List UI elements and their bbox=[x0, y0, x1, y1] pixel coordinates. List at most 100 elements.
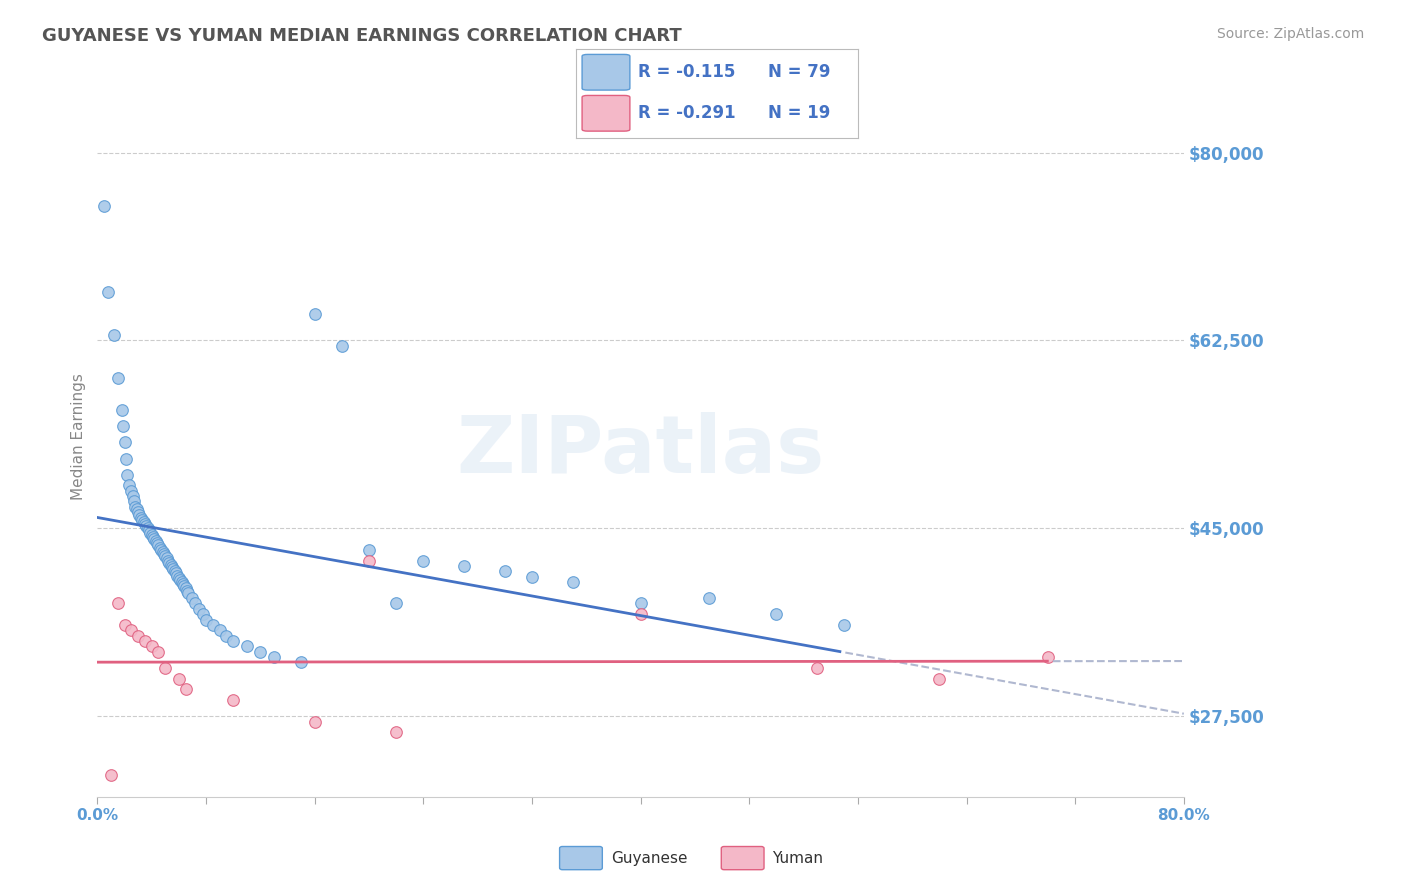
Point bbox=[172, 577, 194, 591]
Point bbox=[494, 564, 516, 578]
Point bbox=[114, 435, 136, 450]
Point bbox=[134, 516, 156, 531]
Point bbox=[235, 640, 257, 654]
Point bbox=[162, 562, 184, 576]
Point bbox=[357, 542, 380, 557]
Point bbox=[193, 607, 215, 622]
Text: N = 79: N = 79 bbox=[768, 63, 830, 81]
Text: GUYANESE VS YUMAN MEDIAN EARNINGS CORRELATION CHART: GUYANESE VS YUMAN MEDIAN EARNINGS CORREL… bbox=[42, 27, 682, 45]
Point bbox=[134, 634, 156, 648]
Point bbox=[125, 502, 148, 516]
Point bbox=[184, 597, 207, 611]
Point bbox=[152, 545, 174, 559]
Point bbox=[156, 553, 179, 567]
Point bbox=[155, 661, 177, 675]
Point bbox=[181, 591, 204, 605]
Point bbox=[141, 527, 163, 541]
Point bbox=[148, 645, 170, 659]
Point bbox=[165, 566, 187, 581]
Point bbox=[142, 530, 165, 544]
Point bbox=[120, 483, 142, 498]
Text: Source: ZipAtlas.com: Source: ZipAtlas.com bbox=[1216, 27, 1364, 41]
Point bbox=[143, 532, 166, 546]
Point bbox=[141, 640, 163, 654]
Point bbox=[170, 574, 193, 589]
Point bbox=[156, 551, 179, 566]
Point bbox=[112, 419, 135, 434]
Point bbox=[697, 591, 720, 605]
FancyBboxPatch shape bbox=[582, 54, 630, 90]
Text: Yuman: Yuman bbox=[772, 851, 824, 865]
Point bbox=[155, 549, 177, 564]
Point bbox=[357, 553, 380, 567]
Point bbox=[120, 624, 142, 638]
Point bbox=[157, 556, 180, 570]
Point bbox=[290, 656, 312, 670]
Point bbox=[263, 650, 285, 665]
Point bbox=[115, 467, 138, 482]
Point bbox=[834, 618, 856, 632]
Point bbox=[195, 613, 218, 627]
Point bbox=[630, 607, 652, 622]
Point bbox=[139, 525, 162, 540]
Point bbox=[107, 597, 129, 611]
Point bbox=[806, 661, 828, 675]
Point bbox=[304, 307, 326, 321]
Point bbox=[153, 547, 176, 561]
Point bbox=[385, 725, 408, 739]
Point bbox=[149, 541, 172, 555]
Point bbox=[173, 579, 195, 593]
Point bbox=[121, 489, 143, 503]
Point bbox=[129, 510, 152, 524]
Point bbox=[124, 500, 146, 514]
Point bbox=[138, 524, 160, 538]
Point bbox=[385, 597, 408, 611]
Point bbox=[453, 558, 475, 573]
Point bbox=[136, 521, 159, 535]
Point bbox=[114, 618, 136, 632]
Point bbox=[160, 560, 183, 574]
Point bbox=[128, 508, 150, 523]
Point bbox=[150, 542, 173, 557]
Text: R = -0.291: R = -0.291 bbox=[638, 104, 735, 122]
Point bbox=[520, 569, 543, 583]
Point bbox=[117, 478, 139, 492]
Point bbox=[177, 585, 200, 599]
Point bbox=[111, 403, 134, 417]
Point bbox=[208, 624, 231, 638]
Point bbox=[630, 597, 652, 611]
Point bbox=[222, 634, 245, 648]
Point bbox=[765, 607, 787, 622]
Point bbox=[127, 505, 149, 519]
Point bbox=[1036, 650, 1059, 665]
Point bbox=[131, 513, 153, 527]
FancyBboxPatch shape bbox=[582, 95, 630, 131]
Text: R = -0.115: R = -0.115 bbox=[638, 63, 735, 81]
Point bbox=[163, 564, 186, 578]
Point bbox=[174, 582, 197, 596]
Point bbox=[115, 451, 138, 466]
Point bbox=[167, 672, 190, 686]
Point bbox=[222, 693, 245, 707]
Point bbox=[159, 558, 181, 572]
Point bbox=[107, 371, 129, 385]
Point bbox=[561, 574, 583, 589]
Point bbox=[103, 328, 125, 343]
Point bbox=[330, 339, 353, 353]
Text: N = 19: N = 19 bbox=[768, 104, 830, 122]
Point bbox=[249, 645, 271, 659]
Point bbox=[145, 534, 167, 549]
Point bbox=[169, 573, 191, 587]
Point bbox=[166, 568, 188, 582]
Point bbox=[412, 553, 434, 567]
Point bbox=[928, 672, 950, 686]
Point bbox=[146, 536, 169, 550]
Point bbox=[304, 714, 326, 729]
Point bbox=[93, 199, 115, 213]
Point bbox=[167, 571, 190, 585]
Point bbox=[174, 682, 197, 697]
Point bbox=[100, 768, 122, 782]
Point bbox=[122, 494, 145, 508]
Text: ZIPatlas: ZIPatlas bbox=[457, 412, 825, 491]
Point bbox=[215, 629, 238, 643]
